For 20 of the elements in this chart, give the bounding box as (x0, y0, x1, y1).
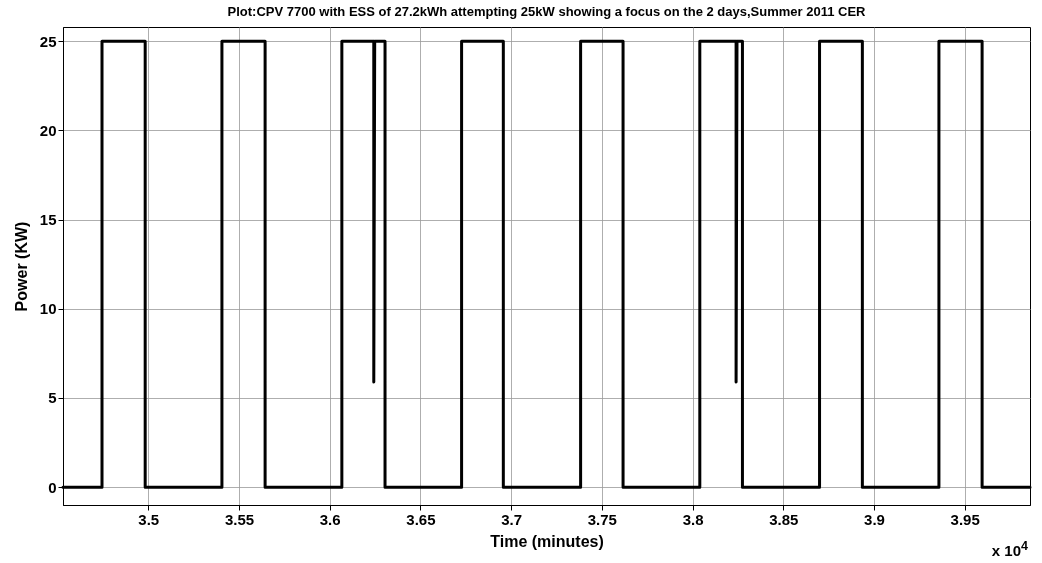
x-tick-label: 3.85 (769, 510, 799, 528)
y-tick-label: 0 (48, 478, 57, 496)
x-tick-label: 3.95 (950, 510, 980, 528)
x-tick-label: 3.55 (224, 510, 255, 528)
x-tick-label: 3.6 (319, 510, 341, 528)
y-tick-label: 20 (39, 121, 57, 139)
x-tick-label: 3.5 (138, 510, 160, 528)
x-tick-label: 3.75 (587, 510, 617, 528)
x-tick-label: 3.9 (864, 510, 885, 528)
text: x 10$^{4}$ (991, 539, 1028, 559)
chart-title: Plot:CPV 7700 with ESS of 27.2kWh attempting 25kW showing a focus on the 2 days,Summer 2011 CER (227, 4, 867, 19)
x-axis-title: Time (minutes) (490, 532, 604, 550)
x-tick-label: 3.65 (406, 510, 436, 528)
x-tick-label: 3.8 (682, 510, 704, 528)
y-tick-label: 15 (39, 211, 57, 229)
y-tick-label: 25 (39, 32, 57, 50)
y-axis-title: Power (KW) (12, 221, 30, 312)
y-tick-label: 10 (39, 300, 57, 318)
x-tick-label: 3.7 (501, 510, 523, 528)
y-tick-label: 5 (48, 389, 57, 407)
